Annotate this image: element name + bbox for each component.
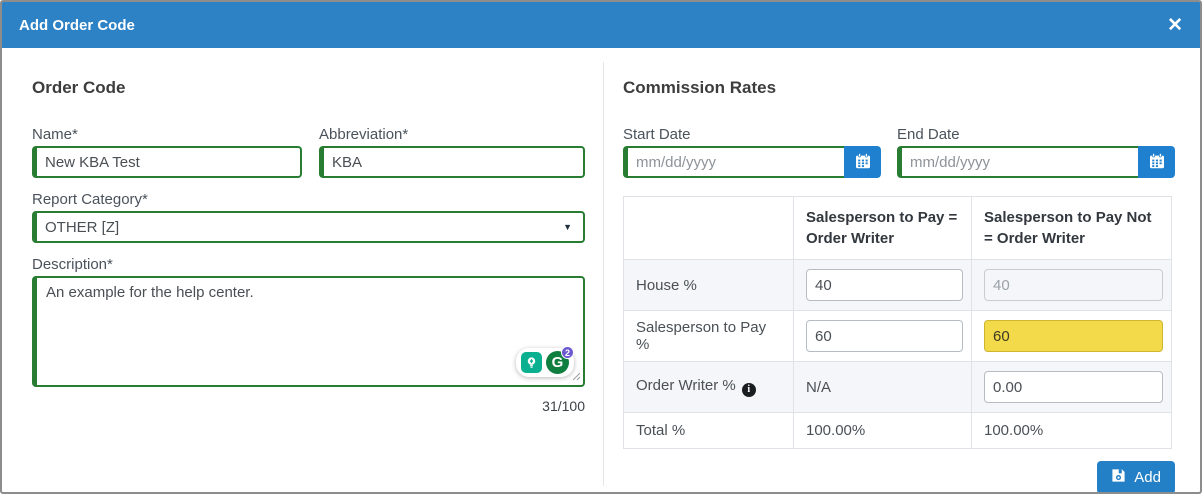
total-pay-not-value: 100.00% <box>971 412 1172 449</box>
end-date-label: End Date <box>897 126 960 143</box>
name-label: Name* <box>32 126 78 143</box>
report-category-select[interactable]: OTHER [Z] ▼ <box>32 211 585 243</box>
report-category-label: Report Category* <box>32 191 148 208</box>
total-pay-value: 100.00% <box>793 412 972 449</box>
description-textarea[interactable]: An example for the help center. <box>32 276 585 387</box>
character-counter: 31/100 <box>542 398 585 414</box>
row-label: Order Writer % <box>636 377 736 395</box>
order-writer-pay-value: N/A <box>793 361 972 413</box>
resize-handle-icon[interactable] <box>572 368 581 386</box>
section-divider <box>603 62 604 486</box>
calendar-icon <box>855 152 871 172</box>
order-writer-pay-not-input[interactable] <box>984 371 1163 403</box>
abbreviation-input[interactable] <box>319 146 585 178</box>
modal-title: Add Order Code <box>19 16 135 34</box>
end-date-calendar-button[interactable] <box>1138 146 1175 178</box>
chevron-down-icon: ▼ <box>563 222 572 232</box>
table-header-pay: Salesperson to Pay = Order Writer <box>793 196 972 260</box>
name-input[interactable] <box>32 146 302 178</box>
house-pay-not-input <box>984 269 1163 301</box>
salesperson-pay-input[interactable] <box>806 320 963 352</box>
table-row: Total % 100.00% 100.00% <box>623 412 1172 449</box>
start-date-input[interactable] <box>623 146 844 178</box>
commission-rates-table: Salesperson to Pay = Order Writer Salesp… <box>623 196 1172 449</box>
start-date-calendar-button[interactable] <box>844 146 881 178</box>
grammarly-badge: 2 <box>561 346 574 359</box>
info-icon[interactable]: i <box>741 382 756 397</box>
table-header-pay-not: Salesperson to Pay Not = Order Writer <box>971 196 1172 260</box>
salesperson-pay-not-input[interactable] <box>984 320 1163 352</box>
commission-rates-section: Commission Rates Start Date <box>604 48 1175 492</box>
grammarly-widget[interactable]: G 2 <box>516 346 574 377</box>
abbreviation-label: Abbreviation* <box>319 126 409 143</box>
order-code-section: Order Code Name* Abbreviation* Report Ca… <box>32 48 585 492</box>
order-code-heading: Order Code <box>32 78 126 97</box>
close-icon[interactable]: ✕ <box>1167 14 1183 36</box>
description-label: Description* <box>32 256 113 273</box>
table-header-empty <box>623 196 794 260</box>
modal-body: Order Code Name* Abbreviation* Report Ca… <box>2 48 1200 492</box>
modal-header: Add Order Code ✕ <box>2 2 1200 48</box>
report-category-value: OTHER [Z] <box>45 218 120 236</box>
house-pay-input[interactable] <box>806 269 963 301</box>
row-label: House % <box>623 259 794 311</box>
grammarly-icon[interactable]: G 2 <box>546 346 574 374</box>
start-date-label: Start Date <box>623 126 691 143</box>
commission-rates-heading: Commission Rates <box>623 78 777 97</box>
table-row: House % <box>623 259 1172 311</box>
add-button-label: Add <box>1134 469 1161 486</box>
row-label: Salesperson to Pay % <box>623 310 794 362</box>
table-row: Order Writer % i N/A <box>623 361 1172 413</box>
save-icon <box>1111 468 1126 487</box>
row-label: Total % <box>623 412 794 449</box>
calendar-icon <box>1149 152 1165 172</box>
table-row: Salesperson to Pay % <box>623 310 1172 362</box>
end-date-input[interactable] <box>897 146 1138 178</box>
add-button[interactable]: Add <box>1097 461 1175 492</box>
lightbulb-icon[interactable] <box>521 352 542 373</box>
